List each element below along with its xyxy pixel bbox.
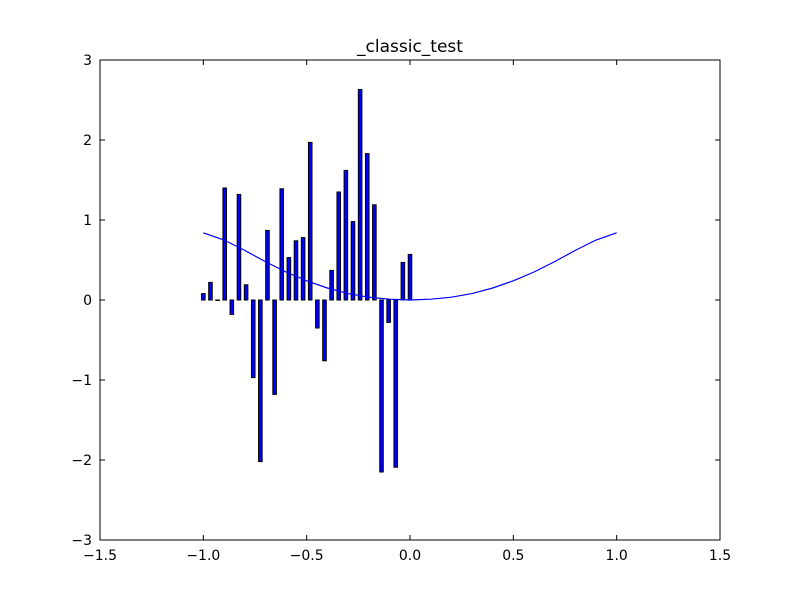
bar: [379, 299, 384, 473]
bar: [293, 240, 299, 301]
bar: [229, 299, 235, 315]
bar: [407, 253, 413, 301]
x-tick-label: 0.0: [399, 548, 421, 564]
bar: [364, 153, 370, 301]
bar: [343, 169, 349, 301]
bar: [258, 299, 263, 463]
x-tick-label: 0.5: [502, 548, 524, 564]
y-tick-label: 0: [83, 293, 92, 309]
bar: [315, 299, 320, 329]
line-series: [203, 232, 617, 301]
bar: [201, 293, 206, 301]
bar: [386, 299, 391, 323]
bar: [265, 229, 270, 301]
y-tick-label: −3: [71, 533, 92, 549]
bar: [322, 299, 327, 362]
bar: [329, 269, 334, 301]
bar: [372, 204, 377, 301]
bar: [222, 187, 227, 301]
x-tick-label: 1.0: [606, 548, 628, 564]
y-tick-label: 2: [83, 133, 92, 149]
bar: [250, 299, 256, 379]
chart-title: _classic_test: [356, 37, 463, 57]
y-tick-label: 1: [83, 213, 92, 229]
bar: [243, 284, 249, 301]
bar: [300, 237, 306, 301]
x-tick-label: 1.5: [709, 548, 731, 564]
y-tick-label: −2: [71, 453, 92, 469]
bar: [393, 299, 399, 468]
bar: [357, 89, 363, 301]
ticks: −1.5 −1.0 −0.5 0.0 0.5 1.0 1.5 −3 −2 −1 0 1 2 3: [71, 53, 731, 564]
bar: [350, 221, 356, 301]
y-tick-label: −1: [71, 373, 92, 389]
y-tick-label: 3: [83, 53, 92, 69]
bar: [286, 257, 292, 301]
bar: [208, 281, 213, 301]
x-tick-label: −1.0: [186, 548, 220, 564]
bar: [215, 299, 220, 301]
bars: [201, 89, 413, 473]
bar: [336, 191, 342, 301]
bar: [400, 261, 406, 301]
x-tick-label: −1.5: [83, 548, 117, 564]
bar: [272, 299, 277, 395]
x-tick-label: −0.5: [290, 548, 324, 564]
bar: [307, 141, 313, 301]
bar: [279, 188, 285, 301]
